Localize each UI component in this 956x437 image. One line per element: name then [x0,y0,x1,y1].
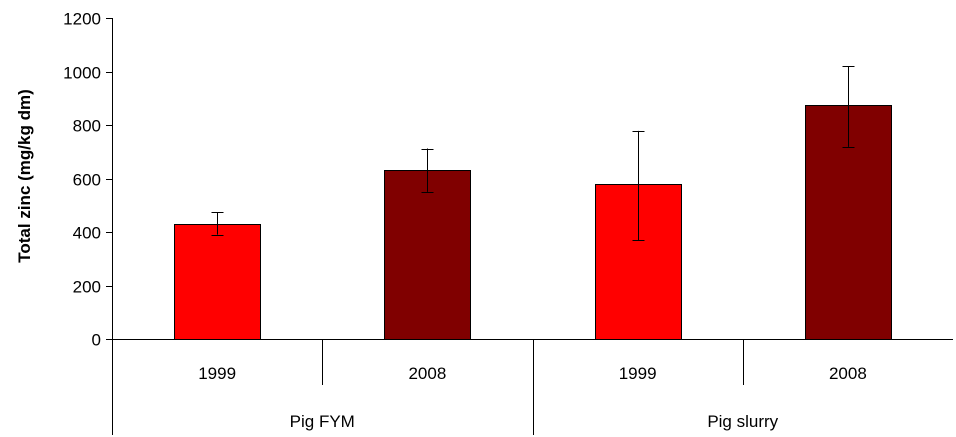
y-axis-label: Total zinc (mg/kg dm) [15,89,34,262]
y-tick-label: 200 [73,278,101,297]
bar-pig-fym-1999 [174,224,261,340]
y-tick-label: 400 [73,224,101,243]
y-tick-label: 0 [92,331,101,350]
y-tick-label: 1200 [63,10,101,29]
category-label: 2008 [829,364,867,383]
y-tick-label: 600 [73,171,101,190]
group-label: Pig FYM [290,412,355,431]
category-label: 1999 [619,364,657,383]
bar-pig-fym-2008 [384,170,471,340]
y-tick-label: 800 [73,117,101,136]
group-label: Pig slurry [707,412,778,431]
y-tick-label: 1000 [63,64,101,83]
category-label: 2008 [408,364,446,383]
bars-layer [174,66,892,340]
x-axis: 1999 2008 Pig FYM 1999 2008 Pig slurry [112,339,953,435]
y-axis: 0 200 400 600 800 1000 1200 [63,10,113,350]
category-label: 1999 [198,364,236,383]
